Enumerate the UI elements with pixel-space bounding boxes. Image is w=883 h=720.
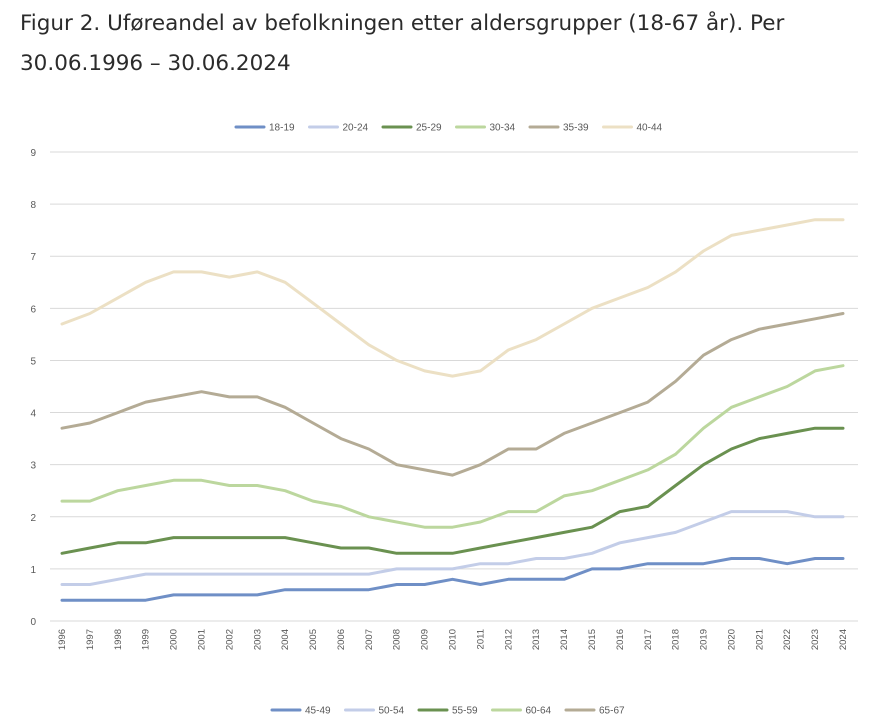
legend-label-50-54: 50-54: [379, 706, 405, 717]
legend-label-30-34: 30-34: [490, 123, 516, 134]
y-tick-label: 9: [30, 148, 36, 159]
x-tick-label: 2009: [420, 629, 431, 650]
x-tick-label: 2001: [196, 629, 207, 650]
y-tick-label: 4: [30, 409, 36, 420]
series-line-20-24: [60, 510, 845, 586]
x-tick-label: 2004: [280, 629, 291, 650]
x-tick-label: 2003: [252, 629, 263, 650]
x-tick-label: 2005: [308, 629, 319, 650]
legend-label-65-67: 65-67: [599, 706, 625, 717]
x-tick-label: 2015: [587, 629, 598, 650]
y-tick-label: 8: [30, 200, 36, 211]
legend-label-25-29: 25-29: [416, 123, 442, 134]
legend-label-60-64: 60-64: [526, 706, 552, 717]
y-tick-label: 6: [30, 304, 36, 315]
x-tick-label: 2014: [559, 629, 570, 650]
x-tick-label: 2017: [643, 629, 654, 650]
series-lines: [60, 218, 845, 602]
x-tick-label: 2024: [838, 629, 849, 650]
series-line-40-44: [60, 218, 845, 378]
legend-bottom: 45-49 50-54 55-59 60-64 65-67: [270, 706, 625, 717]
x-tick-label: 2023: [810, 629, 821, 650]
y-tick-label: 5: [30, 356, 36, 367]
x-tick-label: 2002: [224, 629, 235, 650]
figure-title: Figur 2. Uføreandel av befolkningen ette…: [20, 11, 785, 76]
y-axis: 0 1 2 3 4 5 6 7 8 9: [30, 148, 36, 628]
x-tick-label: 1997: [85, 629, 96, 650]
legend-label-45-49: 45-49: [305, 706, 331, 717]
x-tick-label: 2007: [364, 629, 375, 650]
x-tick-label: 2016: [615, 629, 626, 650]
series-line-35-39: [60, 312, 845, 477]
x-tick-label: 1999: [141, 629, 152, 650]
legend-top: 18-19 20-24 25-29 30-34 35-39 40-44: [234, 123, 663, 134]
y-tick-label: 3: [30, 461, 36, 472]
legend-label-40-44: 40-44: [637, 123, 663, 134]
y-tick-label: 7: [30, 252, 36, 263]
x-tick-label: 2021: [754, 629, 765, 650]
legend-label-20-24: 20-24: [343, 123, 369, 134]
x-tick-label: 2019: [699, 629, 710, 650]
x-tick-label: 2012: [503, 629, 514, 650]
y-tick-label: 2: [30, 513, 36, 524]
x-tick-label: 2006: [336, 629, 347, 650]
x-tick-label: 2008: [392, 629, 403, 650]
series-line-30-34: [60, 364, 845, 529]
x-tick-label: 2000: [169, 629, 180, 650]
gridlines: [50, 151, 858, 622]
legend-label-35-39: 35-39: [563, 123, 589, 134]
series-line-25-29: [60, 426, 845, 555]
x-tick-label: 1996: [57, 629, 68, 650]
legend-label-18-19: 18-19: [269, 123, 295, 134]
x-tick-label: 2013: [531, 629, 542, 650]
legend-label-55-59: 55-59: [452, 706, 478, 717]
x-tick-label: 2020: [726, 629, 737, 650]
x-tick-label: 1998: [113, 629, 124, 650]
x-axis: 1996 1997 1998 1999 2000 2001 2002 2003 2004 2005…: [57, 629, 849, 650]
x-tick-label: 2018: [671, 629, 682, 650]
y-tick-label: 0: [30, 617, 36, 628]
x-tick-label: 2022: [782, 629, 793, 650]
series-line-18-19: [60, 557, 845, 602]
x-tick-label: 2010: [448, 629, 459, 650]
y-tick-label: 1: [30, 565, 36, 576]
x-tick-label: 2011: [475, 629, 486, 649]
